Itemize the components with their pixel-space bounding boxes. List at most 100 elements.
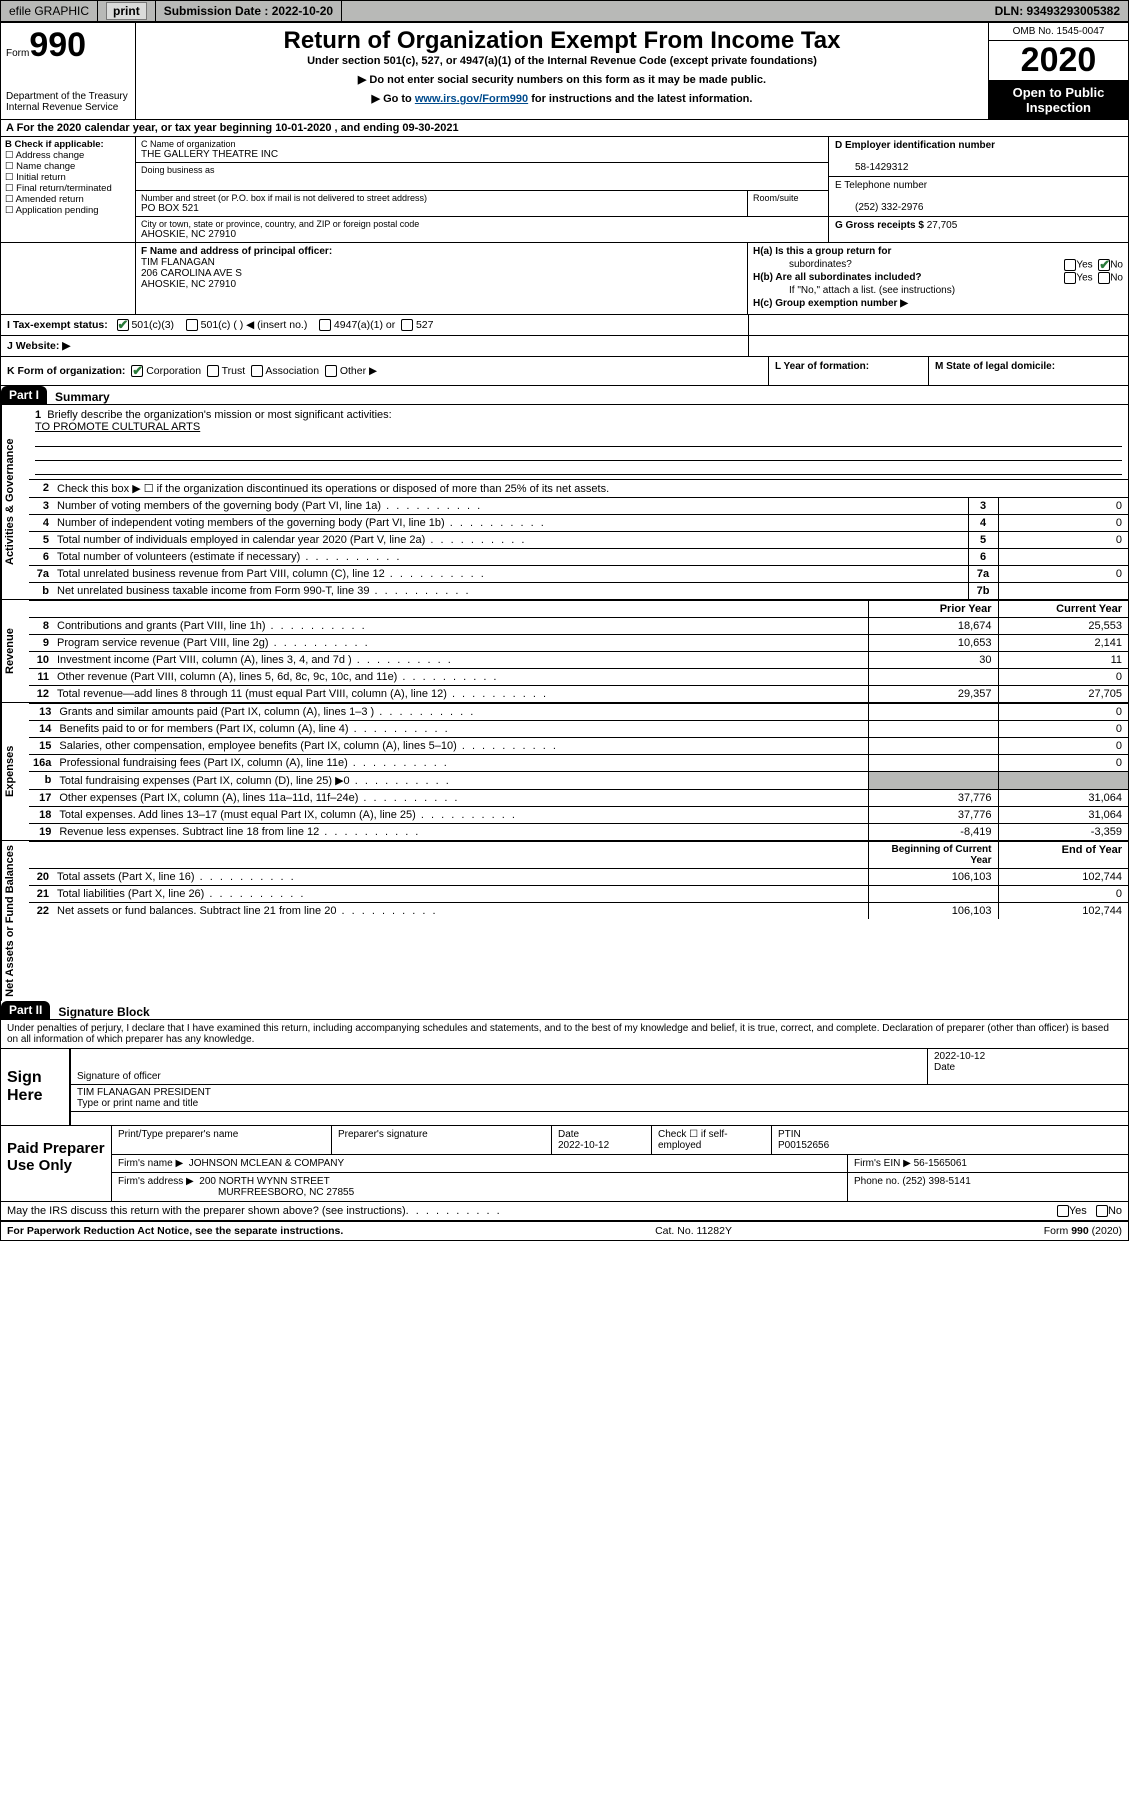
firm-addr1: 200 NORTH WYNN STREET <box>199 1176 329 1187</box>
box-k: K Form of organization: Corporation Trus… <box>1 357 768 385</box>
col-end: End of Year <box>998 842 1128 869</box>
discuss-no-box[interactable] <box>1096 1205 1108 1217</box>
h-a2: subordinates? Yes No <box>753 259 1123 270</box>
street-label: Number and street (or P.O. box if mail i… <box>141 193 742 203</box>
paid-fields: Print/Type preparer's name Preparer's si… <box>111 1126 1128 1201</box>
form-subtitle: Under section 501(c), 527, or 4947(a)(1)… <box>140 55 984 67</box>
i-4947-box[interactable] <box>319 319 331 331</box>
ssn-warning: ▶ Do not enter social security numbers o… <box>140 73 984 86</box>
ck-pending[interactable]: ☐ Application pending <box>5 205 131 216</box>
paid-preparer-block: Paid Preparer Use Only Print/Type prepar… <box>1 1125 1128 1201</box>
gross-label: G Gross receipts $ <box>835 220 924 231</box>
footer-left: For Paperwork Reduction Act Notice, see … <box>7 1225 343 1237</box>
rev-table: Prior Year Current Year <box>29 600 1128 617</box>
omb-number: OMB No. 1545-0047 <box>989 23 1128 41</box>
city-label: City or town, state or province, country… <box>141 219 823 229</box>
room-cell: Room/suite <box>748 191 828 216</box>
sig-officer-label: Signature of officer <box>77 1071 161 1082</box>
header-left: Form990 Department of the Treasury Inter… <box>1 23 136 119</box>
room-label: Room/suite <box>753 193 799 203</box>
part-ii-header: Part II Signature Block <box>1 1001 1128 1020</box>
goto-suffix: for instructions and the latest informat… <box>528 93 752 105</box>
j-label: J Website: ▶ <box>7 340 70 352</box>
ck-final[interactable]: ☐ Final return/terminated <box>5 183 131 194</box>
side-netassets: Net Assets or Fund Balances <box>1 841 29 1001</box>
print-button[interactable]: print <box>106 2 147 20</box>
header-mid: Return of Organization Exempt From Incom… <box>136 23 988 119</box>
firm-phone-label: Phone no. <box>854 1176 900 1187</box>
k-assoc-box[interactable] <box>251 365 263 377</box>
firm-addr-cell: Firm's address ▶ 200 NORTH WYNN STREET M… <box>112 1173 848 1201</box>
box-l: L Year of formation: <box>768 357 928 385</box>
firm-phone-cell: Phone no. (252) 398-5141 <box>848 1173 1128 1201</box>
ck-address[interactable]: ☐ Address change <box>5 150 131 161</box>
table-row: 21Total liabilities (Part X, line 26)0 <box>29 886 1128 903</box>
table-row: 14Benefits paid to or for members (Part … <box>29 721 1128 738</box>
firm-addr2: MURFREESBORO, NC 27855 <box>118 1187 354 1198</box>
i-501c-box[interactable] <box>186 319 198 331</box>
table-row: 12Total revenue—add lines 8 through 11 (… <box>29 686 1128 703</box>
gov-rows-table: 3Number of voting members of the governi… <box>29 497 1128 599</box>
table-row: 19Revenue less expenses. Subtract line 1… <box>29 824 1128 841</box>
l2-text: Check this box ▶ ☐ if the organization d… <box>53 480 1128 498</box>
dba-label: Doing business as <box>141 165 823 175</box>
l1-blank2 <box>35 447 1122 461</box>
net-hdr-table: Beginning of Current Year End of Year <box>29 841 1128 868</box>
l1-blank3 <box>35 461 1122 475</box>
open-line1: Open to Public <box>1013 85 1105 100</box>
table-row: 8Contributions and grants (Part VIII, li… <box>29 618 1128 635</box>
i-527-box[interactable] <box>401 319 413 331</box>
hb-no-box[interactable] <box>1098 272 1110 284</box>
ck-amended[interactable]: ☐ Amended return <box>5 194 131 205</box>
sig-date-cell: 2022-10-12 Date <box>928 1049 1128 1084</box>
hb-yes-box[interactable] <box>1064 272 1076 284</box>
officer-addr1: 206 CAROLINA AVE S <box>141 268 242 279</box>
ck-initial[interactable]: ☐ Initial return <box>5 172 131 183</box>
ha2-label: subordinates? <box>753 259 852 270</box>
governance-body: 1 Briefly describe the organization's mi… <box>29 405 1128 599</box>
table-row: 4Number of independent voting members of… <box>29 515 1128 532</box>
k-trust-box[interactable] <box>207 365 219 377</box>
ck-name[interactable]: ☐ Name change <box>5 161 131 172</box>
firm-ein-cell: Firm's EIN ▶ 56-1565061 <box>848 1155 1128 1172</box>
ha-no-box[interactable] <box>1098 259 1110 271</box>
part-ii-title: Signature Block <box>50 1005 149 1019</box>
box-j: J Website: ▶ <box>1 336 748 356</box>
rev-rows-table: 8Contributions and grants (Part VIII, li… <box>29 617 1128 702</box>
footer-mid: Cat. No. 11282Y <box>655 1225 732 1237</box>
firm-ein-value: 56-1565061 <box>914 1158 967 1169</box>
k-corp-box[interactable] <box>131 365 143 377</box>
submission-date: Submission Date : 2022-10-20 <box>156 1 342 21</box>
signer-name: TIM FLANAGAN PRESIDENT <box>77 1087 211 1098</box>
prep-date-cell: Date 2022-10-12 <box>552 1126 652 1154</box>
discuss-question: May the IRS discuss this return with the… <box>7 1205 406 1217</box>
side-revenue: Revenue <box>1 600 29 702</box>
discuss-yes-box[interactable] <box>1057 1205 1069 1217</box>
i-501c3-box[interactable] <box>117 319 129 331</box>
firm-phone-value: (252) 398-5141 <box>902 1176 970 1187</box>
i-label: I Tax-exempt status: <box>7 319 108 331</box>
prep-ptin-cell: PTIN P00152656 <box>772 1126 1128 1154</box>
open-line2: Inspection <box>1026 100 1091 115</box>
goto-line: ▶ Go to www.irs.gov/Form990 for instruct… <box>140 92 984 105</box>
tax-year: 2020 <box>989 41 1128 81</box>
row-i: I Tax-exempt status: 501(c)(3) 501(c) ( … <box>1 315 1128 336</box>
city-value: AHOSKIE, NC 27910 <box>141 229 823 240</box>
discuss-row: May the IRS discuss this return with the… <box>1 1201 1128 1221</box>
phone-label: E Telephone number <box>835 180 927 191</box>
boxes-d-e-g: D Employer identification number 58-1429… <box>828 137 1128 242</box>
paid-label: Paid Preparer Use Only <box>1 1126 111 1201</box>
table-row: 11Other revenue (Part VIII, column (A), … <box>29 669 1128 686</box>
part-i-tag: Part I <box>1 386 47 404</box>
box-b-label: B Check if applicable: <box>5 139 104 150</box>
ha-yes-box[interactable] <box>1064 259 1076 271</box>
k-other-box[interactable] <box>325 365 337 377</box>
table-row: 9Program service revenue (Part VIII, lin… <box>29 635 1128 652</box>
sig-officer-cell: Signature of officer <box>71 1049 928 1084</box>
exp-rows-table: 13Grants and similar amounts paid (Part … <box>29 703 1128 840</box>
l1-blank1 <box>35 433 1122 447</box>
form990-link[interactable]: www.irs.gov/Form990 <box>415 93 528 105</box>
dept-treasury: Department of the Treasury Internal Reve… <box>6 91 130 113</box>
header-right: OMB No. 1545-0047 2020 Open to Public In… <box>988 23 1128 119</box>
box-d: D Employer identification number 58-1429… <box>829 137 1128 177</box>
